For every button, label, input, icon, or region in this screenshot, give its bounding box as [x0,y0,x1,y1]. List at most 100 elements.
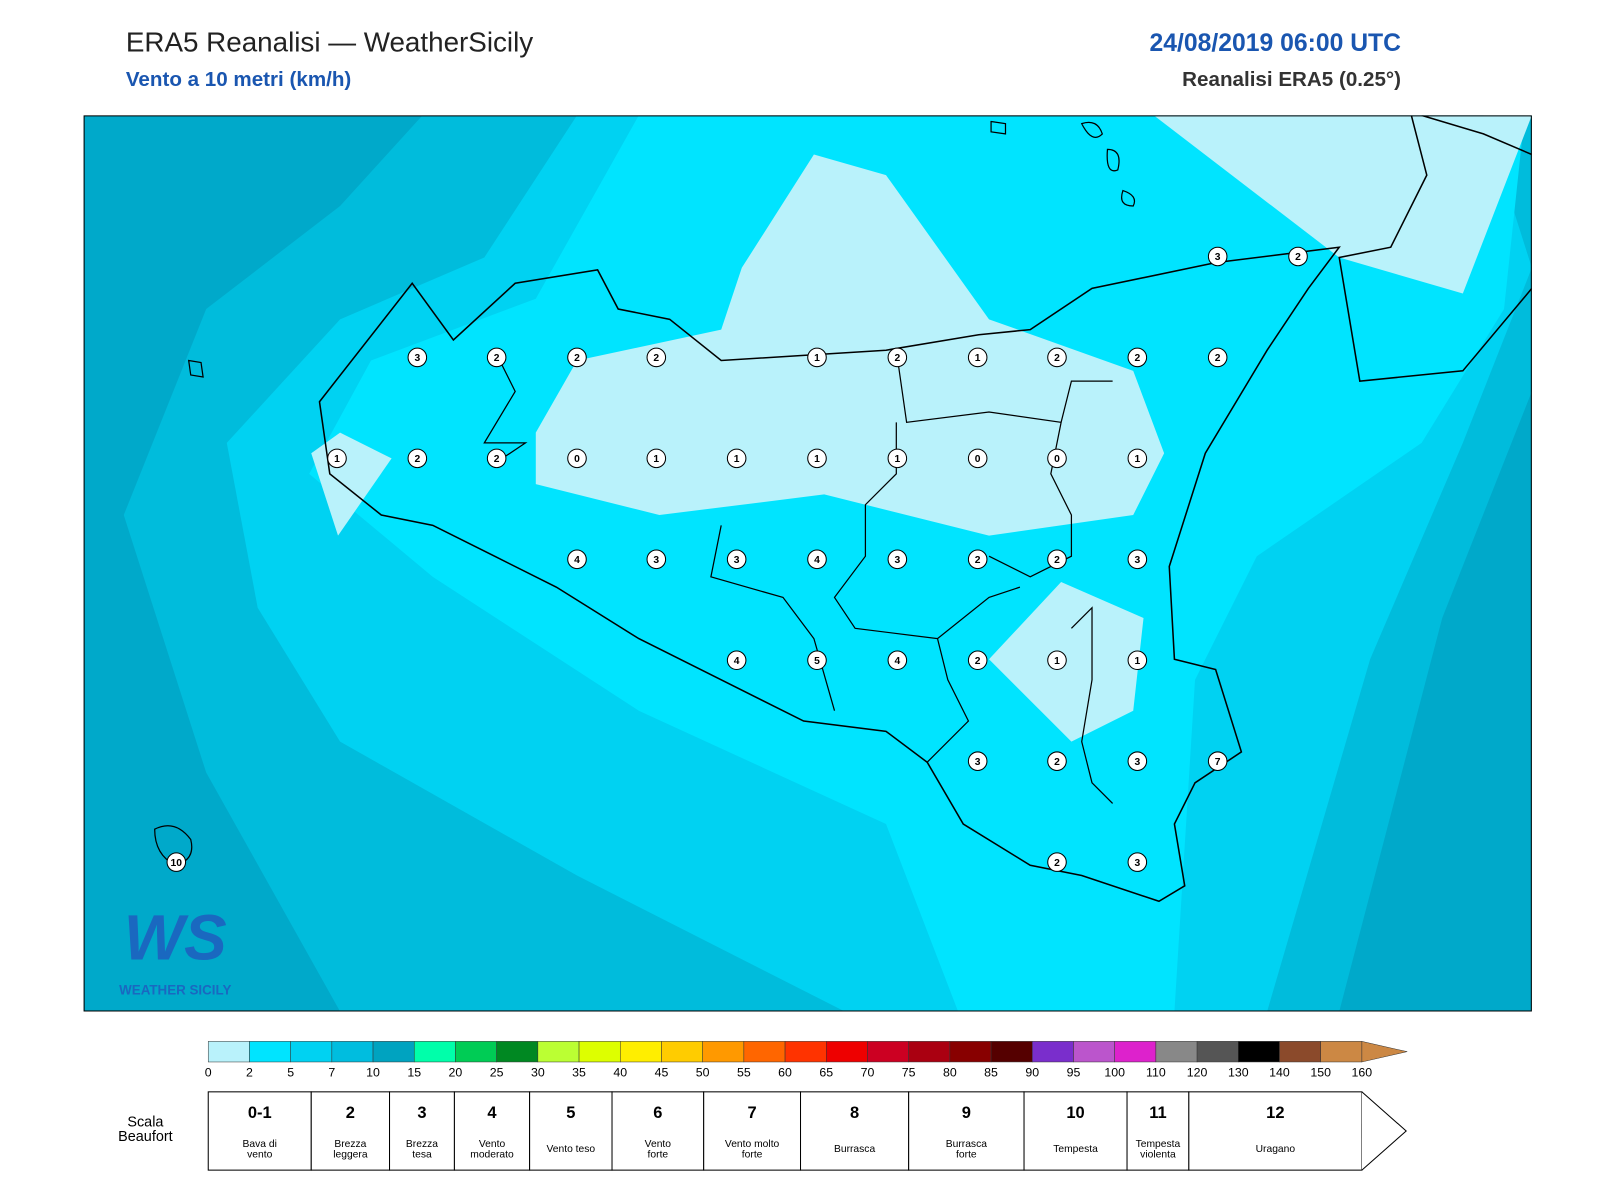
colorbar-tick-label: 90 [1025,1066,1039,1080]
station-marker [1127,448,1148,469]
beaufort-description: Brezza [406,1139,438,1150]
colorbar-tick-label: 35 [572,1066,586,1080]
station-value: 3 [1134,555,1140,566]
station-value: 2 [1134,353,1140,364]
station-marker [807,549,827,570]
colorbar-segment [1238,1041,1280,1063]
station-marker [1127,549,1148,570]
station-value: 1 [894,454,900,465]
beaufort-description: leggera [333,1149,368,1160]
colorbar-tick-label: 85 [984,1066,998,1080]
colorbar-segment [990,1041,1033,1063]
station-marker [887,650,908,671]
station-value: 4 [574,555,580,566]
station-value: 7 [1215,757,1221,768]
station-value: 2 [1054,757,1060,768]
beaufort-cell [1188,1091,1363,1171]
title: ERA5 Reanalisi — WeatherSicily [126,27,533,58]
colorbar-tick-label: 2 [246,1066,253,1080]
station-marker [726,549,747,570]
colorbar-segment [1032,1041,1074,1063]
station-value: 3 [1134,757,1140,768]
map: 3 2 2 2 1 2 1 2 2 23 21 2 2 0 1 1 1 1 0 0 14 3 3 4 3 2 2 34 5 4 2 1 13 2 3… [83,115,1532,1012]
colorbar-tick-label: 40 [613,1066,627,1080]
station-value: 2 [653,353,659,364]
colorbar-segment [413,1041,456,1063]
beaufort-description: Tempesta [1136,1139,1181,1150]
colorbar-tick-label: 30 [531,1066,545,1080]
colorbar-extension [1361,1041,1408,1063]
colorbar-segment [496,1041,539,1063]
colorbar-tick-label: 80 [943,1066,957,1080]
station-value: 3 [653,555,659,566]
station-marker [1207,246,1228,267]
station-marker [646,549,667,570]
beaufort-cell [310,1091,391,1171]
colorbar-segment [578,1041,621,1063]
station-marker [1127,751,1148,771]
beaufort-number: 12 [1266,1104,1284,1122]
beaufort-number: 6 [653,1104,662,1122]
station-marker [407,347,428,368]
station-marker [807,650,827,671]
station-marker [1047,549,1067,570]
beaufort-cell [799,1091,910,1171]
station-value: 1 [1134,454,1140,465]
station-marker [967,650,988,671]
colorbar-tick-label: 50 [696,1066,710,1080]
colorbar-tick-label: 110 [1146,1066,1166,1080]
colorbar-segment [784,1041,827,1063]
station-value: 4 [814,555,820,566]
station-marker [567,448,587,469]
beaufort-number: 0-1 [248,1104,272,1122]
station-value: 1 [1054,656,1060,667]
beaufort-cell [1126,1091,1190,1171]
station-marker [567,549,587,570]
colorbar-segment [619,1041,662,1063]
colorbar-tick-label: 95 [1067,1066,1081,1080]
station-value: 4 [734,656,740,667]
colorbar-segment [949,1041,992,1063]
colorbar-segment [207,1041,250,1063]
station-marker [1207,347,1228,368]
station-value: 2 [894,353,900,364]
colorbar-segment [537,1041,580,1063]
station-marker [1047,448,1067,469]
station-value: 2 [1215,353,1221,364]
beaufort-description: Brezza [334,1139,366,1150]
colorbar-tick-label: 20 [449,1066,463,1080]
station-value: 2 [494,353,500,364]
beaufort-cell [453,1091,531,1171]
colorbar-tick-label: 25 [490,1066,504,1080]
coastline [1338,115,1532,382]
colorbar-tick-label: 55 [737,1066,751,1080]
beaufort-number: 5 [566,1104,575,1122]
wind-field [1153,115,1532,294]
colorbar-tick-label: 120 [1187,1066,1208,1080]
station-marker [1288,246,1308,267]
colorbar-tick-label: 60 [778,1066,792,1080]
station-value: 3 [414,353,420,364]
beaufort-description: Vento molto [725,1139,780,1150]
colorbar-segment [826,1041,868,1063]
colorbar-tick-label: 10 [366,1066,380,1080]
colorbar-segment [1114,1041,1157,1063]
station-marker [1127,650,1148,671]
colorbar-tick-label: 130 [1228,1066,1249,1080]
station-marker [967,448,988,469]
beaufort-description: forte [648,1149,669,1160]
coastline [1421,115,1532,156]
station-value: 4 [894,656,900,667]
station-value: 1 [734,454,740,465]
station-value: 3 [1134,858,1140,869]
station-marker [486,448,507,469]
beaufort-label: Beaufort [118,1129,172,1145]
station-value: 0 [1054,454,1060,465]
station-value: 2 [414,454,420,465]
station-marker [407,448,428,469]
station-marker [967,751,988,771]
station-value: 2 [574,353,580,364]
subtitle: Vento a 10 metri (km/h) [126,68,351,91]
